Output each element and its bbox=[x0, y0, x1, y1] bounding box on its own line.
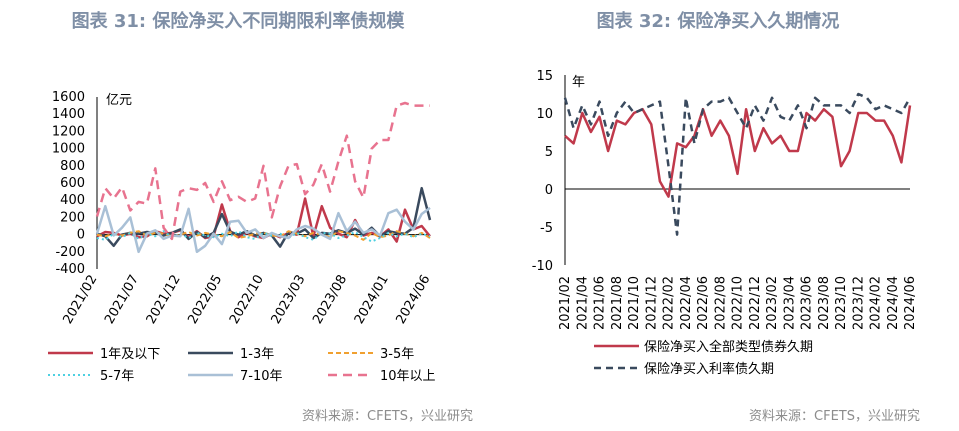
right-x-tick-label: 2022/12 bbox=[748, 276, 763, 330]
left-x-tick-label: 2021/12 bbox=[144, 273, 184, 327]
right-x-tick-label: 2022/10 bbox=[731, 276, 746, 330]
left-y-tick-label: 0 bbox=[77, 228, 85, 243]
right-x-tick-label: 2022/08 bbox=[713, 276, 728, 330]
right-x-tick-label: 2021/04 bbox=[575, 276, 590, 330]
left-x-tick-label: 2021/07 bbox=[102, 273, 142, 327]
right-x-tick-label: 2022/02 bbox=[662, 276, 677, 330]
left-unit-label: 亿元 bbox=[106, 93, 132, 108]
left-y-tick-label: 800 bbox=[60, 159, 85, 174]
right-x-tick-label: 2023/04 bbox=[782, 276, 797, 330]
left-y-tick-label: -400 bbox=[55, 262, 85, 277]
left-y-tick-label: 400 bbox=[60, 193, 85, 208]
right-chart-title: 图表 32: 保险净买入久期情况 bbox=[597, 10, 840, 32]
legend-label-left-3: 5-7年 bbox=[100, 369, 134, 384]
right-source-note: 资料来源：CFETS，兴业研究 bbox=[749, 409, 920, 424]
right-series-line-1 bbox=[563, 92, 912, 236]
legend-label-left-0: 1年及以下 bbox=[100, 347, 160, 362]
left-x-tick-label: 2022/05 bbox=[185, 273, 225, 327]
left-x-tick-label: 2023/08 bbox=[310, 273, 350, 327]
left-chart-series bbox=[95, 101, 432, 254]
right-y-tick-label: 0 bbox=[545, 183, 553, 198]
legend-label-left-4: 7-10年 bbox=[240, 369, 283, 384]
left-series-line-2 bbox=[96, 230, 431, 241]
left-y-tick-label: -200 bbox=[55, 245, 85, 260]
left-x-tick-label: 2024/06 bbox=[393, 273, 433, 327]
right-x-tick-label: 2021/12 bbox=[644, 276, 659, 330]
right-y-tick-label: -5 bbox=[540, 221, 553, 236]
left-y-tick-label: 1000 bbox=[52, 142, 85, 157]
legend-label-left-5: 10年以上 bbox=[380, 369, 436, 384]
right-x-tick-label: 2023/08 bbox=[817, 276, 832, 330]
right-y-tick-label: 10 bbox=[536, 107, 553, 122]
left-chart-axes: 16001400120010008006004002000-200-400202… bbox=[52, 90, 434, 327]
right-x-tick-label: 2021/06 bbox=[593, 276, 608, 330]
left-x-tick-label: 2023/03 bbox=[269, 273, 309, 327]
right-y-tick-label: 15 bbox=[536, 69, 553, 84]
legend-label-left-1: 1-3年 bbox=[240, 347, 274, 362]
legend-label-right-0: 保险净买入全部类型债券久期 bbox=[644, 339, 813, 355]
right-y-tick-label: -10 bbox=[532, 259, 553, 274]
right-x-tick-label: 2023/06 bbox=[800, 276, 815, 330]
right-x-tick-label: 2023/02 bbox=[765, 276, 780, 330]
right-x-tick-label: 2022/06 bbox=[696, 276, 711, 330]
left-source-note: 资料来源：CFETS，兴业研究 bbox=[302, 409, 473, 424]
right-unit-label: 年 bbox=[572, 75, 585, 90]
right-x-tick-label: 2021/10 bbox=[627, 276, 642, 330]
legend-label-right-1: 保险净买入利率债久期 bbox=[644, 361, 774, 377]
left-x-tick-label: 2021/02 bbox=[60, 273, 100, 327]
left-x-tick-label: 2024/01 bbox=[352, 273, 392, 327]
right-x-tick-label: 2022/04 bbox=[679, 276, 694, 330]
legend-label-left-2: 3-5年 bbox=[380, 347, 414, 362]
left-x-tick-label: 2022/10 bbox=[227, 273, 267, 327]
right-x-tick-label: 2024/02 bbox=[869, 276, 884, 330]
right-series-line-0 bbox=[564, 105, 912, 198]
left-y-tick-label: 200 bbox=[60, 210, 85, 225]
left-y-tick-label: 1600 bbox=[52, 90, 85, 105]
right-y-tick-label: 5 bbox=[545, 145, 553, 160]
left-series-line-5 bbox=[95, 101, 430, 241]
legend: 1年及以下 1-3年 3-5年 5-7年 7-10年 10年以上 保险净买入全部类型债券久期… bbox=[48, 339, 813, 384]
right-x-tick-label: 2023/10 bbox=[834, 276, 849, 330]
left-series-line-3 bbox=[96, 230, 431, 243]
left-y-tick-label: 1200 bbox=[52, 124, 85, 139]
left-y-tick-label: 600 bbox=[60, 176, 85, 191]
left-series-line-4 bbox=[95, 204, 431, 254]
right-x-tick-label: 2024/04 bbox=[886, 276, 901, 330]
left-y-tick-label: 1400 bbox=[52, 107, 85, 122]
right-x-tick-label: 2021/08 bbox=[610, 276, 625, 330]
right-chart-series bbox=[563, 92, 912, 236]
right-x-tick-label: 2023/12 bbox=[851, 276, 866, 330]
left-chart-title: 图表 31: 保险净买入不同期限利率债规模 bbox=[72, 10, 406, 32]
right-x-tick-label: 2021/02 bbox=[558, 276, 573, 330]
right-x-tick-label: 2024/06 bbox=[903, 276, 918, 330]
